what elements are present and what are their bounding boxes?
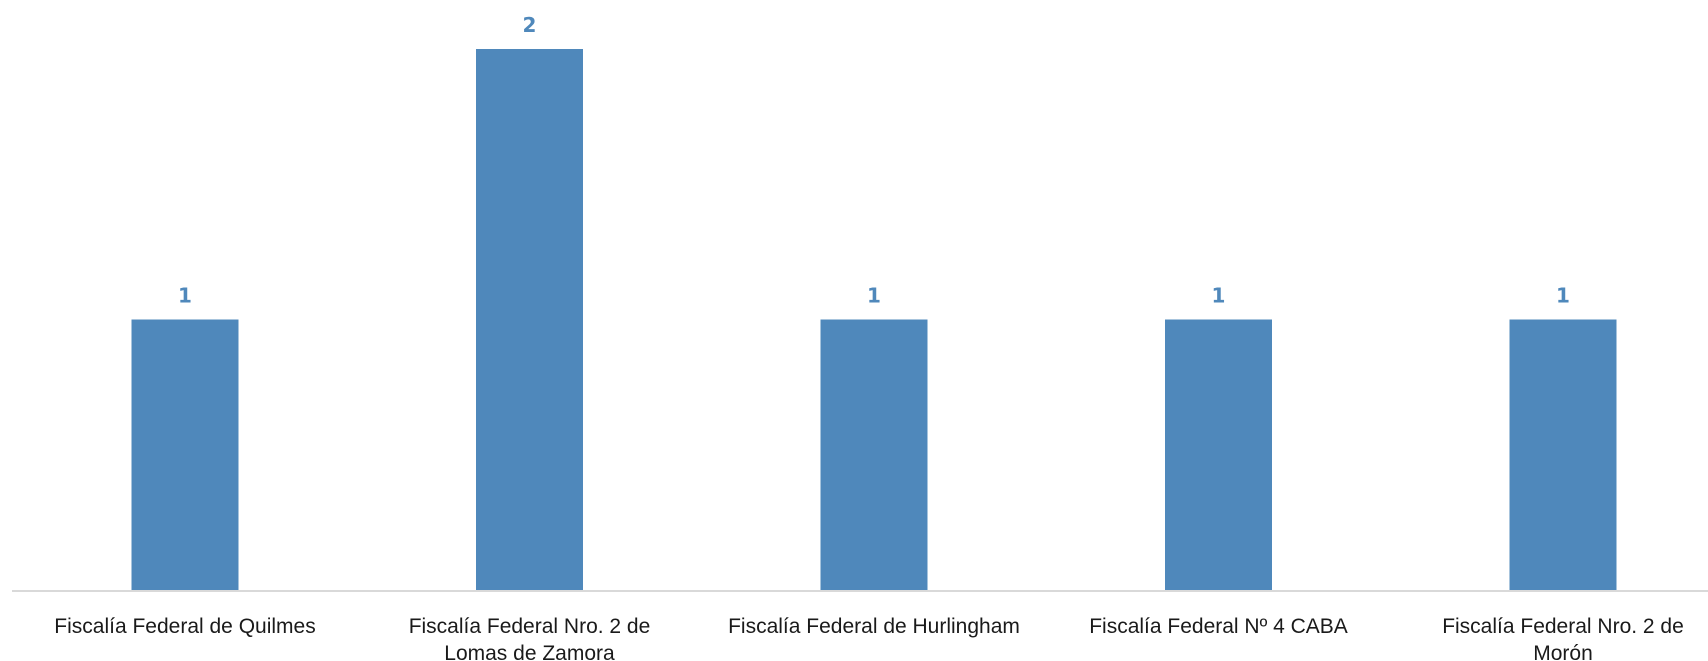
bar-1 xyxy=(131,319,239,590)
category-label-3: Fiscalía Federal de Hurlingham xyxy=(728,615,1020,638)
bar-4 xyxy=(1165,319,1272,590)
category-label-1: Fiscalía Federal de Quilmes xyxy=(54,615,315,638)
category-labels-group: Fiscalía Federal de Quilmes Fiscalía Fede… xyxy=(54,615,1684,661)
value-label-5: 1 xyxy=(1556,284,1570,308)
category-label-5: Fiscalía Federal Nro. 2 de Morón xyxy=(1442,615,1684,661)
value-labels-group: 1 2 1 1 1 xyxy=(178,13,1570,308)
value-label-2: 2 xyxy=(523,13,537,37)
bar-3 xyxy=(820,319,928,590)
bar-5 xyxy=(1509,319,1617,590)
value-label-3: 1 xyxy=(867,284,881,308)
value-label-1: 1 xyxy=(178,284,192,308)
bar-2 xyxy=(476,49,583,590)
category-label-2: Fiscalía Federal Nro. 2 de Lomas de Zamor… xyxy=(409,615,651,661)
bars-group xyxy=(131,49,1617,590)
category-label-4: Fiscalía Federal Nº 4 CABA xyxy=(1089,615,1348,638)
value-label-4: 1 xyxy=(1212,284,1226,308)
